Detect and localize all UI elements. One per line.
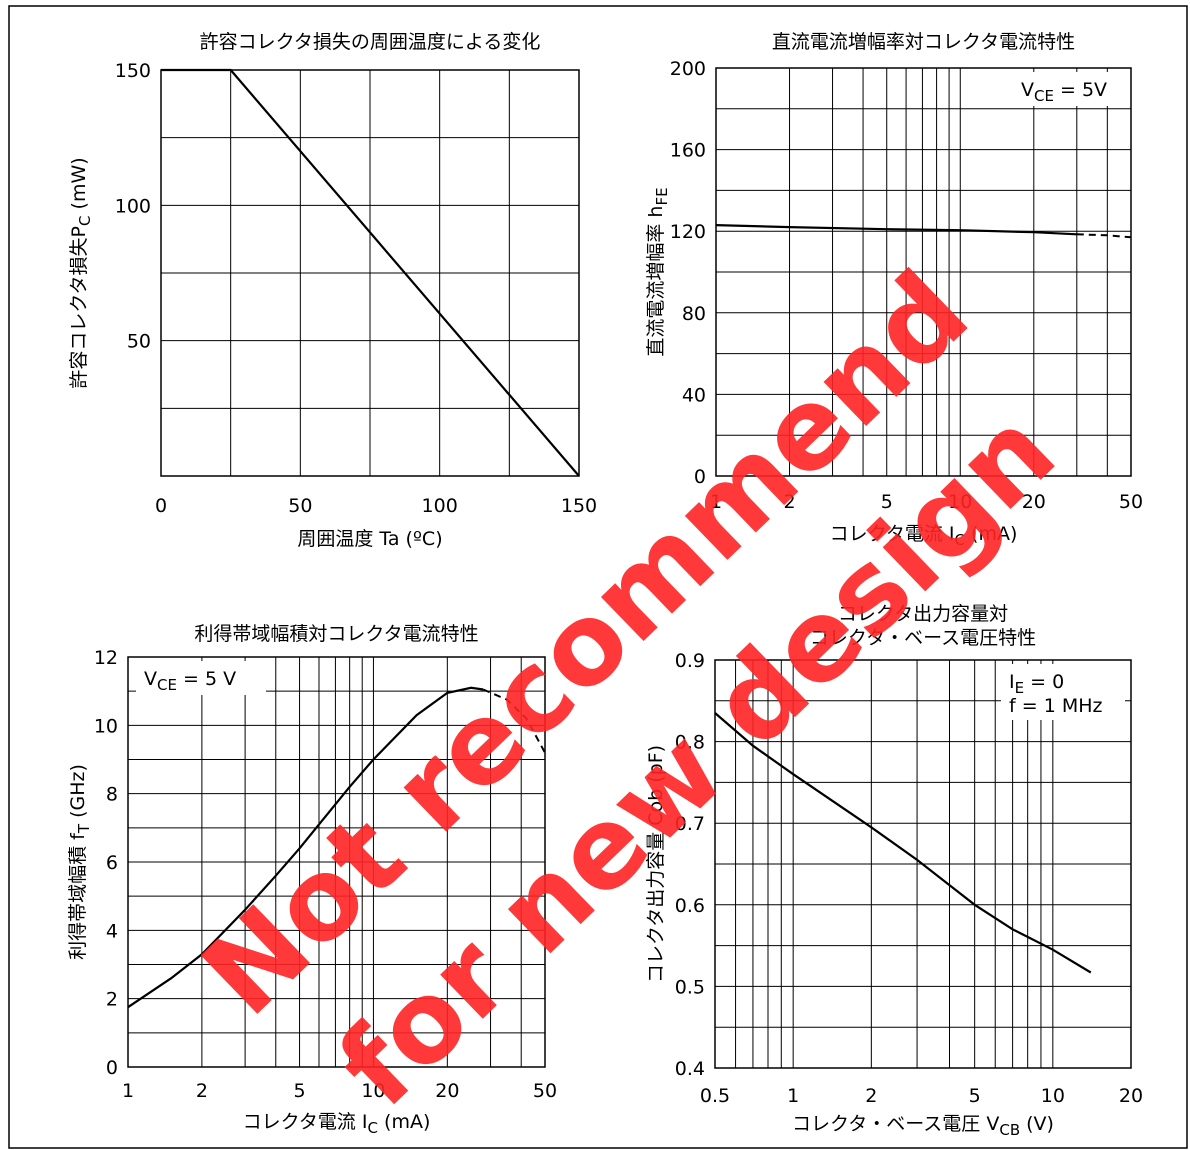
x-tick-label: 5 — [969, 1085, 981, 1107]
x-axis-label: コレクタ電流 IC (mA) — [243, 1111, 431, 1137]
y-tick-label: 0.8 — [675, 732, 705, 754]
x-tick-label: 20 — [1022, 491, 1046, 513]
annotation-text: f = 1 MHz — [1009, 695, 1102, 717]
annotation-box — [1001, 664, 1125, 720]
y-tick-label: 2 — [106, 989, 118, 1011]
chart-title: コレクタ出力容量対 — [838, 603, 1008, 625]
annotation-box — [136, 661, 266, 695]
x-tick-label: 2 — [196, 1080, 208, 1102]
annotation-box — [1013, 72, 1125, 106]
series-line-dashed — [482, 688, 546, 754]
y-tick-label: 4 — [106, 920, 118, 942]
series-line-solid — [715, 224, 1077, 236]
y-tick-label: 10 — [94, 715, 118, 737]
chart-title: 利得帯域幅積対コレクタ電流特性 — [194, 623, 478, 645]
y-tick-label: 80 — [682, 303, 706, 325]
x-tick-label: 50 — [533, 1080, 557, 1102]
x-tick-label: 50 — [288, 495, 312, 517]
x-tick-label: 150 — [561, 495, 597, 517]
x-tick-label: 10 — [361, 1080, 385, 1102]
y-tick-label: 50 — [127, 331, 151, 353]
x-tick-label: 1 — [787, 1085, 799, 1107]
page-border — [8, 5, 1188, 1149]
x-tick-label: 100 — [422, 495, 458, 517]
plot-area — [127, 656, 546, 1068]
y-tick-label: 150 — [115, 60, 151, 82]
y-axis-label: 利得帯域幅積 fT (GHz) — [67, 764, 93, 960]
x-tick-label: 20 — [435, 1080, 459, 1102]
annotation-text: VCE = 5V — [1021, 79, 1107, 105]
annotation-text: VCE = 5 V — [144, 668, 236, 694]
x-axis-label: コレクタ・ベース電圧 VCB (V) — [792, 1113, 1054, 1139]
plot-area — [714, 659, 1132, 1069]
plot-area — [160, 69, 580, 477]
x-tick-label: 0 — [155, 495, 167, 517]
plot-area — [715, 67, 1132, 477]
y-tick-label: 0.4 — [675, 1058, 705, 1080]
chart-title-line2: コレクタ・ベース電圧特性 — [810, 627, 1036, 649]
series-line-solid — [161, 68, 580, 477]
x-tick-label: 2 — [865, 1085, 877, 1107]
x-tick-label: 2 — [783, 491, 795, 513]
y-tick-label: 0.7 — [675, 813, 705, 835]
y-tick-label: 160 — [670, 140, 706, 162]
x-tick-label: 10 — [948, 491, 972, 513]
y-axis-label: 許容コレクタ損失PC (mW) — [68, 157, 94, 388]
chart-cob: 0.5 1 2 5 10 200.40.50.60.70.80.9コレクタ出力容量対コレク… — [645, 603, 1143, 1139]
y-tick-label: 12 — [94, 647, 118, 669]
x-tick-label: 50 — [1119, 491, 1143, 513]
chart-hfe: 1 2 5 10 20 50 0 40 80 120 160 200 直流電流増幅率対コレクタ電流特性コ… — [645, 31, 1143, 549]
x-tick-label: 5 — [881, 491, 893, 513]
y-tick-label: 8 — [106, 784, 118, 806]
y-axis-label: 直流電流増幅率 hFE — [645, 187, 671, 356]
series-line-solid — [127, 686, 484, 1009]
chart-ft: 1 2 5 10 20 50024681012利得帯域幅積対コレクタ電流特性コレクタ電流 … — [67, 623, 557, 1137]
chart-pc: 0 50 100 150 50 100 150 許容コレクタ損失の周囲温度による変化周囲温度 … — [68, 31, 597, 550]
y-tick-label: 40 — [682, 384, 706, 406]
x-axis-label: 周囲温度 Ta (ºC) — [297, 528, 442, 550]
chart-title: 直流電流増幅率対コレクタ電流特性 — [772, 31, 1075, 53]
chart-title: 許容コレクタ損失の周囲温度による変化 — [200, 31, 541, 53]
y-tick-label: 0.9 — [675, 650, 705, 672]
y-tick-label: 6 — [106, 852, 118, 874]
x-tick-label: 0.5 — [700, 1085, 730, 1107]
annotation-text: IE = 0 — [1009, 671, 1064, 697]
y-tick-label: 200 — [670, 58, 706, 80]
x-tick-label: 5 — [294, 1080, 306, 1102]
y-tick-label: 0.5 — [675, 976, 705, 998]
x-tick-label: 20 — [1119, 1085, 1143, 1107]
x-tick-label: 1 — [122, 1080, 134, 1102]
x-axis-label: コレクタ電流 IC (mA) — [830, 523, 1018, 549]
series-line-dashed — [1076, 233, 1132, 239]
y-tick-label: 100 — [115, 195, 151, 217]
y-axis-label: コレクタ出力容量 Cob (pF) — [645, 745, 667, 983]
y-tick-label: 0.6 — [675, 895, 705, 917]
x-tick-label: 10 — [1041, 1085, 1065, 1107]
y-tick-label: 0 — [106, 1057, 118, 1079]
series-line-solid — [714, 712, 1092, 974]
y-tick-label: 0 — [694, 466, 706, 488]
y-tick-label: 120 — [670, 221, 706, 243]
x-tick-label: 1 — [710, 491, 722, 513]
